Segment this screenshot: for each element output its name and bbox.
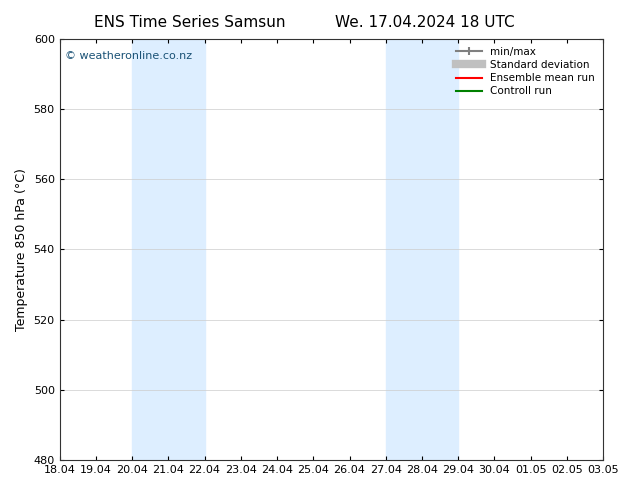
Bar (132, 39, 205, 460)
Text: © weatheronline.co.nz: © weatheronline.co.nz (65, 51, 192, 61)
Text: We. 17.04.2024 18 UTC: We. 17.04.2024 18 UTC (335, 15, 515, 30)
Bar (385, 39, 458, 460)
Legend: min/max, Standard deviation, Ensemble mean run, Controll run: min/max, Standard deviation, Ensemble me… (453, 44, 598, 99)
Y-axis label: Temperature 850 hPa (°C): Temperature 850 hPa (°C) (15, 168, 28, 331)
Text: ENS Time Series Samsun: ENS Time Series Samsun (94, 15, 286, 30)
